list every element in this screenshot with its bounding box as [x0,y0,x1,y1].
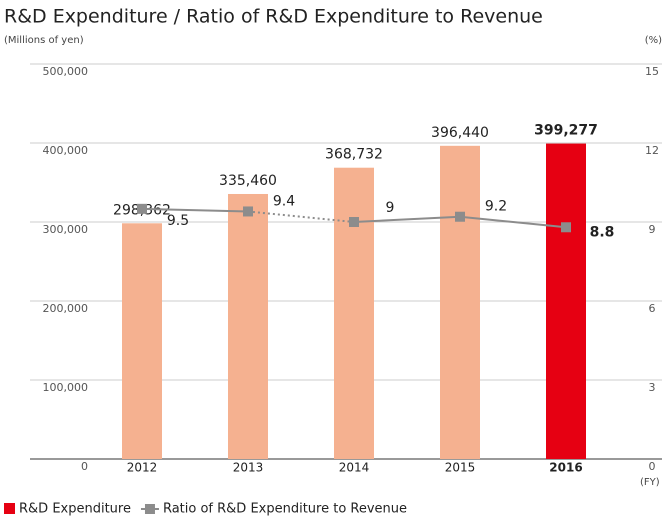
bar-value-label: 335,460 [219,173,277,189]
y2-tick-label: 0 [649,460,656,473]
x-tick-label: 2015 [445,461,476,475]
line-marker [243,206,253,217]
bar [228,193,268,459]
x-tick-label: 2012 [127,461,158,475]
chart-title: R&D Expenditure / Ratio of R&D Expenditu… [4,6,543,28]
y-tick-label: 400,000 [43,144,89,157]
line-segment [141,207,249,213]
legend-label: Ratio of R&D Expenditure to Revenue [163,502,407,517]
bar [334,167,374,459]
line-marker [137,203,147,214]
line-value-label: 9.2 [485,199,507,215]
x-tick-label: 2013 [233,461,264,475]
y-tick-label: 300,000 [43,223,89,236]
y-axis-label: (Millions of yen) [4,35,84,46]
line-value-label: 9 [386,200,395,216]
line-segment [459,215,567,229]
line-value-label: 9.5 [167,213,189,229]
bar-value-label: 399,277 [534,123,598,139]
y2-tick-label: 12 [645,144,659,157]
line-marker [455,211,465,222]
y2-tick-label: 9 [649,223,656,236]
bar [122,223,162,459]
line-segment [353,215,461,223]
bar-value-label: 368,732 [325,147,383,163]
line-value-label: 8.8 [590,224,615,240]
y-tick-label: 0 [81,460,88,473]
legend-swatch [4,503,15,514]
line-marker [349,217,359,227]
y2-tick-label: 3 [649,381,656,394]
y-tick-label: 200,000 [43,302,89,315]
x-tick-label: 2016 [549,461,582,475]
y2-tick-label: 15 [645,65,659,78]
bar [546,143,586,459]
y-tick-label: 100,000 [43,381,89,394]
x-tick-label: 2014 [339,461,370,475]
line-marker [561,222,571,233]
bar-value-label: 396,440 [431,125,489,141]
line-value-label: 9.4 [273,193,295,209]
bar [440,145,480,460]
y2-tick-label: 6 [649,302,656,315]
y-tick-label: 500,000 [43,65,89,78]
legend-swatch [144,504,155,514]
y2-axis-label: (%) [645,35,662,46]
x-axis-label: (FY) [640,477,660,488]
legend-label: R&D Expenditure [19,502,131,517]
